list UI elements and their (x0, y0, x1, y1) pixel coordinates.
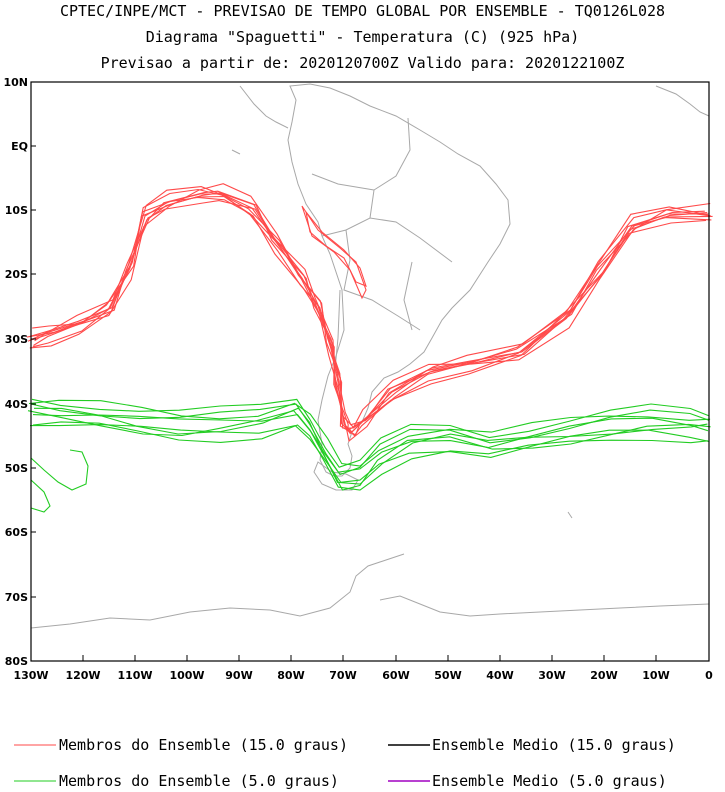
lat-tick-label: EQ (11, 140, 28, 153)
lat-tick-label: 10S (5, 204, 28, 217)
antarctica-coast (30, 553, 710, 629)
lat-tick-label: 80S (5, 655, 28, 668)
lon-tick-label: 110W (117, 669, 152, 682)
isotherm-5-member (32, 413, 709, 473)
lon-tick-label: 50W (434, 669, 461, 682)
isotherm-15-member (29, 186, 708, 426)
lon-tick-label: 90W (225, 669, 252, 682)
lon-tick-label: 20W (590, 669, 617, 682)
lon-tick-label: 120W (65, 669, 100, 682)
title-line-3: Previsao a partir de: 2020120700Z Valido… (100, 54, 625, 72)
lon-tick-label: 70W (329, 669, 356, 682)
isotherm-15-member (30, 193, 709, 433)
lat-tick-label: 20S (5, 268, 28, 281)
lat-tick-label: 40S (5, 398, 28, 411)
lat-tick-label: 70S (5, 591, 28, 604)
isotherm-15-member (34, 195, 713, 436)
lat-tick-label: 60S (5, 526, 28, 539)
isotherm-15-member (29, 192, 708, 435)
country-borders (311, 117, 453, 381)
isotherm-5-member (27, 410, 711, 491)
lon-tick-label: 60W (382, 669, 409, 682)
lon-tick-label: 0 (705, 669, 713, 682)
isotherm-15-members (26, 183, 713, 442)
isotherm-5-member (28, 399, 711, 467)
legend-label-mean-5: Ensemble Medio (5.0 graus) (432, 772, 667, 790)
isotherm-15-member (26, 190, 705, 432)
tierra-del-fuego (313, 461, 359, 491)
isotherm-5-member (30, 479, 51, 513)
lon-tick-label: 80W (277, 669, 304, 682)
legend: Membros do Ensemble (15.0 graus) Ensembl… (14, 736, 676, 790)
lon-tick-label: 130W (13, 669, 48, 682)
isotherm-5-member (33, 407, 708, 485)
lat-tick-label: 10N (3, 76, 28, 89)
lon-tick-label: 100W (169, 669, 204, 682)
lat-tick-label: 30S (5, 333, 28, 346)
latitude-axis: 10N EQ 10S 20S 30S 40S 50S 60S 70S 80S (3, 76, 36, 668)
lon-tick-label: 30W (538, 669, 565, 682)
lon-tick-label: 10W (642, 669, 669, 682)
legend-label-members-15: Membros do Ensemble (15.0 graus) (59, 736, 348, 754)
legend-label-mean-15: Ensemble Medio (15.0 graus) (432, 736, 676, 754)
title-line-2: Diagrama "Spaguetti" - Temperatura (C) (… (145, 28, 580, 46)
continent-outlines (30, 83, 710, 629)
title-line-1: CPTEC/INPE/MCT - PREVISAO DE TEMPO GLOBA… (59, 2, 666, 20)
legend-label-members-5: Membros do Ensemble (5.0 graus) (59, 772, 339, 790)
islands (231, 85, 710, 519)
isotherm-15-andes-loop (305, 211, 367, 287)
isotherm-5-members (27, 398, 711, 513)
isotherm-15-member (32, 183, 711, 429)
lon-tick-label: 40W (486, 669, 513, 682)
longitude-axis: 130W 120W 110W 100W 90W 80W 70W 60W 50W 40W 30W 20W… (13, 655, 713, 682)
isotherm-5-member (31, 398, 709, 468)
isotherm-5-member (30, 424, 710, 483)
isotherm-5-member (30, 449, 89, 491)
south-america-coast (287, 83, 511, 477)
lat-tick-label: 50S (5, 462, 28, 475)
central-america (239, 85, 289, 129)
isotherm-5-member (32, 421, 708, 491)
map-frame (30, 81, 710, 662)
isotherm-15-member (27, 200, 707, 442)
